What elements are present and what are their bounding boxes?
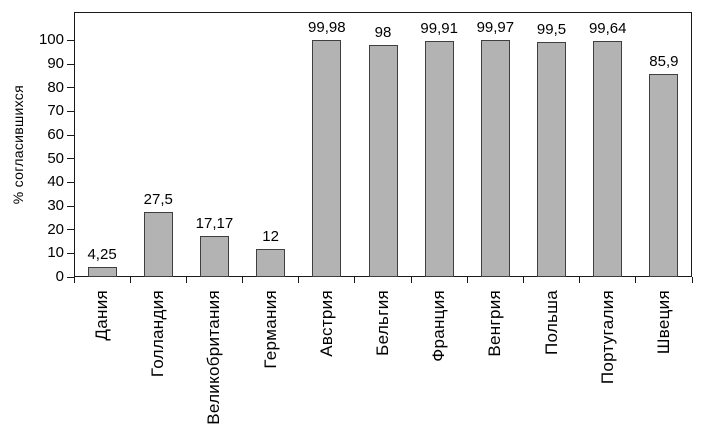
x-tick-mark: [354, 277, 356, 283]
y-tick-mark: [67, 39, 74, 41]
y-tick-mark: [67, 134, 74, 136]
bar: [368, 45, 398, 277]
bar-value-label: 99,98: [308, 19, 346, 37]
bar-value-label: 17,17: [195, 215, 234, 233]
x-tick-label: Португалия: [597, 290, 617, 385]
x-tick-mark: [635, 277, 637, 283]
y-tick-mark: [67, 87, 74, 89]
bar: [256, 248, 286, 277]
y-tick-mark: [67, 205, 74, 207]
x-tick-mark: [691, 277, 693, 283]
bar: [537, 41, 567, 277]
x-tick-label: Австрия: [316, 290, 336, 357]
bar-value-label: 99,91: [420, 19, 458, 37]
y-tick-label: 30: [47, 197, 64, 215]
y-tick-mark: [67, 181, 74, 183]
bar-value-label: 27,5: [143, 190, 173, 208]
bar-value-label: 4,25: [87, 245, 117, 263]
bar-value-label: 85,9: [649, 52, 679, 70]
x-tick-label: Швеция: [653, 290, 673, 355]
y-tick-label: 60: [47, 126, 64, 144]
y-tick-mark: [67, 63, 74, 65]
bar-value-label: 99,64: [588, 20, 627, 38]
y-tick-mark: [67, 276, 74, 278]
x-tick-mark: [73, 277, 75, 283]
x-tick-label: Франция: [429, 290, 449, 362]
bar-value-label: 99,5: [536, 20, 567, 38]
bar: [649, 73, 679, 277]
y-tick-label: 50: [47, 149, 64, 167]
bar: [312, 40, 342, 277]
bar: [593, 41, 623, 277]
y-tick-label: 90: [47, 55, 64, 73]
bar: [143, 211, 173, 277]
x-tick-label: Германия: [260, 290, 280, 369]
x-tick-label: Голландия: [148, 290, 168, 378]
x-tick-label: Дания: [92, 290, 112, 341]
y-tick-label: 70: [47, 102, 64, 120]
y-tick-label: 20: [47, 220, 64, 238]
x-tick-mark: [410, 277, 412, 283]
x-tick-label: Бельгия: [373, 290, 392, 356]
x-tick-mark: [185, 277, 187, 283]
x-tick-mark: [298, 277, 300, 283]
y-tick-mark: [67, 252, 74, 254]
y-tick-mark: [67, 158, 74, 160]
y-tick-label: 80: [47, 78, 64, 96]
y-tick-label: 100: [38, 31, 64, 49]
y-tick-mark: [67, 229, 74, 231]
y-tick-label: 0: [55, 268, 64, 285]
bar-value-label: 99,97: [476, 19, 515, 37]
x-tick-mark: [579, 277, 581, 283]
x-tick-label: Великобритания: [204, 290, 224, 425]
x-tick-label: Польша: [541, 290, 561, 355]
y-tick-label: 40: [47, 173, 64, 191]
y-tick-label: 10: [47, 244, 64, 262]
x-tick-mark: [242, 277, 244, 283]
y-tick-mark: [67, 110, 74, 112]
bar-value-label: 98: [374, 24, 392, 42]
x-tick-label: Венгрия: [485, 290, 505, 357]
x-tick-mark: [129, 277, 131, 283]
x-tick-mark: [522, 277, 524, 283]
x-tick-mark: [466, 277, 468, 283]
bar: [424, 40, 454, 277]
bar-value-label: 12: [262, 227, 279, 245]
bar: [199, 236, 229, 277]
bar: [87, 266, 117, 277]
bar: [480, 40, 510, 277]
